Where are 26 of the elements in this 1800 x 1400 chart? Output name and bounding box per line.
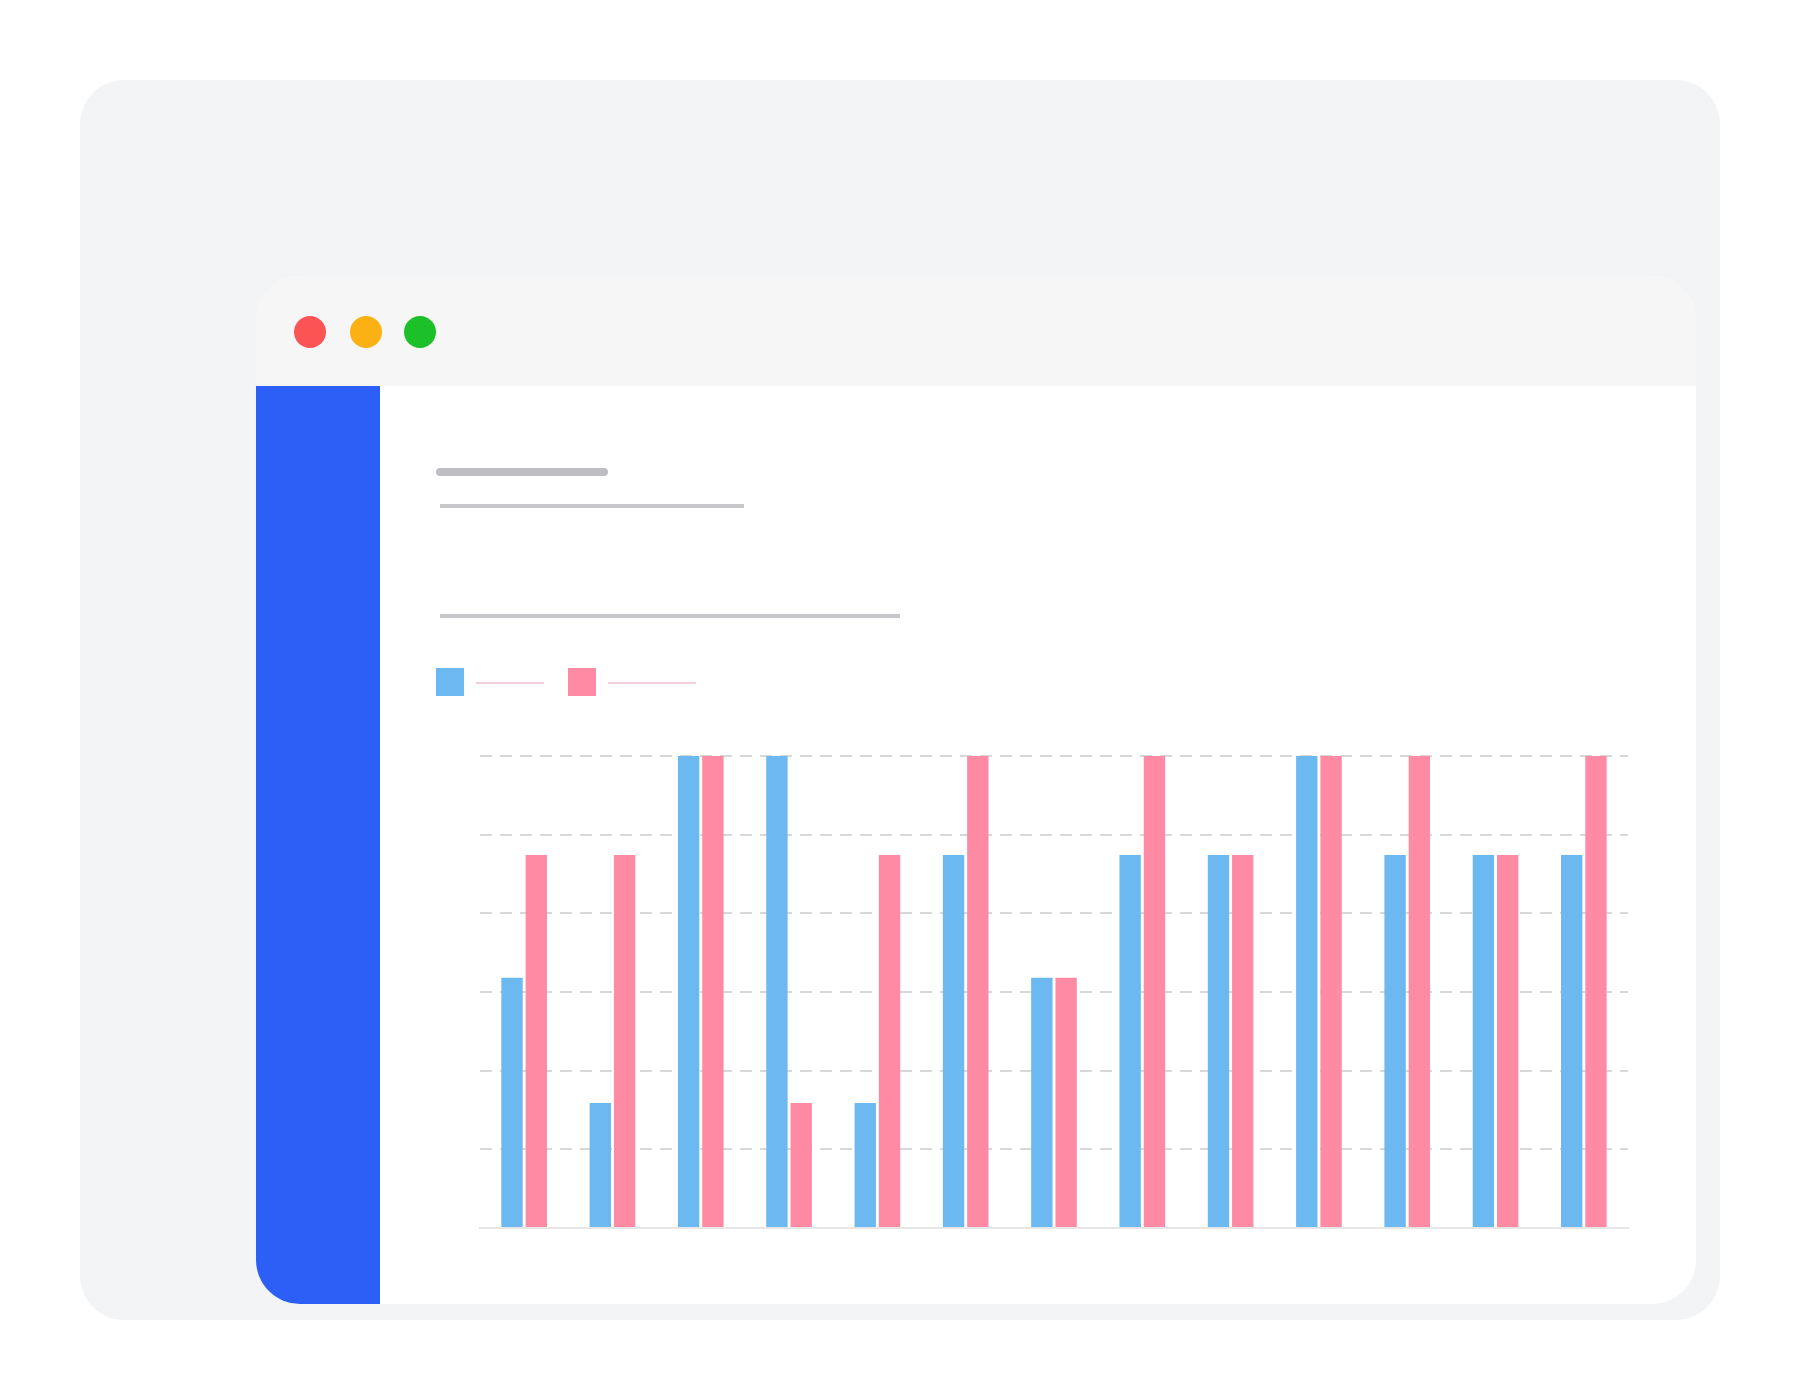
- bar: [854, 1102, 876, 1227]
- bar: [501, 977, 523, 1227]
- bar: [1207, 855, 1230, 1227]
- bar: [1561, 855, 1583, 1227]
- bar: [942, 855, 965, 1227]
- bar: [702, 756, 724, 1227]
- bar: [1384, 855, 1406, 1227]
- bar: [1408, 756, 1431, 1227]
- bar: [967, 756, 989, 1227]
- bar: [1055, 977, 1077, 1227]
- bar: [1320, 756, 1342, 1227]
- bar: [1497, 855, 1519, 1227]
- bar: [790, 1102, 812, 1227]
- bar: [1119, 855, 1141, 1227]
- bar: [525, 855, 547, 1227]
- bar: [589, 1102, 611, 1227]
- bar: [878, 855, 901, 1227]
- bar: [766, 756, 788, 1227]
- bar: [1296, 756, 1318, 1227]
- bar: [1031, 977, 1053, 1227]
- bar: [1232, 855, 1254, 1227]
- bar: [1585, 756, 1607, 1227]
- bar: [613, 855, 636, 1227]
- bar: [1143, 756, 1166, 1227]
- bar: [1472, 855, 1495, 1227]
- bar: [677, 756, 700, 1227]
